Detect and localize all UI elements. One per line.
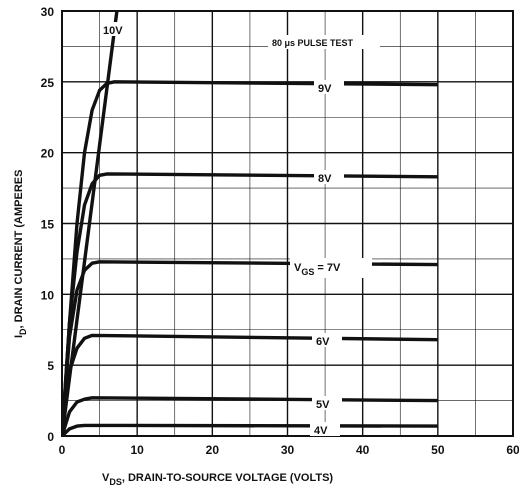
label-6v: 6V — [316, 336, 330, 348]
x-tick-label: 10 — [130, 443, 144, 457]
curve-vgs-7v — [62, 260, 438, 436]
pulse-test-note: 80 μs PULSE TEST — [272, 38, 354, 48]
curve-vgs-4v — [62, 423, 438, 436]
x-axis-title: VDS, DRAIN-TO-SOURCE VOLTAGE (VOLTS) — [102, 472, 333, 487]
label-5v: 5V — [316, 399, 330, 411]
y-tick-label: 5 — [47, 359, 54, 373]
label-7v: VGS = 7V — [294, 262, 341, 277]
label-4v: 4V — [314, 425, 328, 437]
x-tick-label: 0 — [59, 443, 66, 457]
y-tick-label: 30 — [41, 5, 55, 19]
x-tick-label: 50 — [431, 443, 445, 457]
x-tick-label: 20 — [206, 443, 220, 457]
y-tick-label: 0 — [47, 430, 54, 444]
tick-labels: 0 10 20 30 40 50 60 0 5 10 15 20 25 30 — [41, 5, 519, 457]
y-tick-label: 10 — [41, 288, 55, 302]
y-tick-label: 25 — [41, 76, 55, 90]
label-9v: 9V — [318, 83, 332, 95]
curve-vgs-5v — [62, 396, 438, 436]
y-tick-label: 15 — [41, 218, 55, 232]
x-tick-label: 30 — [281, 443, 295, 457]
y-tick-label: 20 — [41, 147, 55, 161]
plot-frame — [61, 10, 514, 437]
grid — [61, 10, 514, 437]
x-tick-label: 40 — [356, 443, 370, 457]
label-10v: 10V — [103, 25, 123, 37]
x-tick-label: 60 — [506, 443, 519, 457]
curve-vgs-8v — [62, 172, 438, 436]
y-axis-title: ID, DRAIN CURRENT (AMPERES — [13, 170, 28, 338]
curves — [62, 11, 438, 436]
curve-labels: 10V 9V 8V VGS = 7V 6V 5V 4V — [100, 22, 372, 437]
label-8v: 8V — [318, 173, 332, 185]
curve-vgs-6v — [62, 333, 438, 436]
